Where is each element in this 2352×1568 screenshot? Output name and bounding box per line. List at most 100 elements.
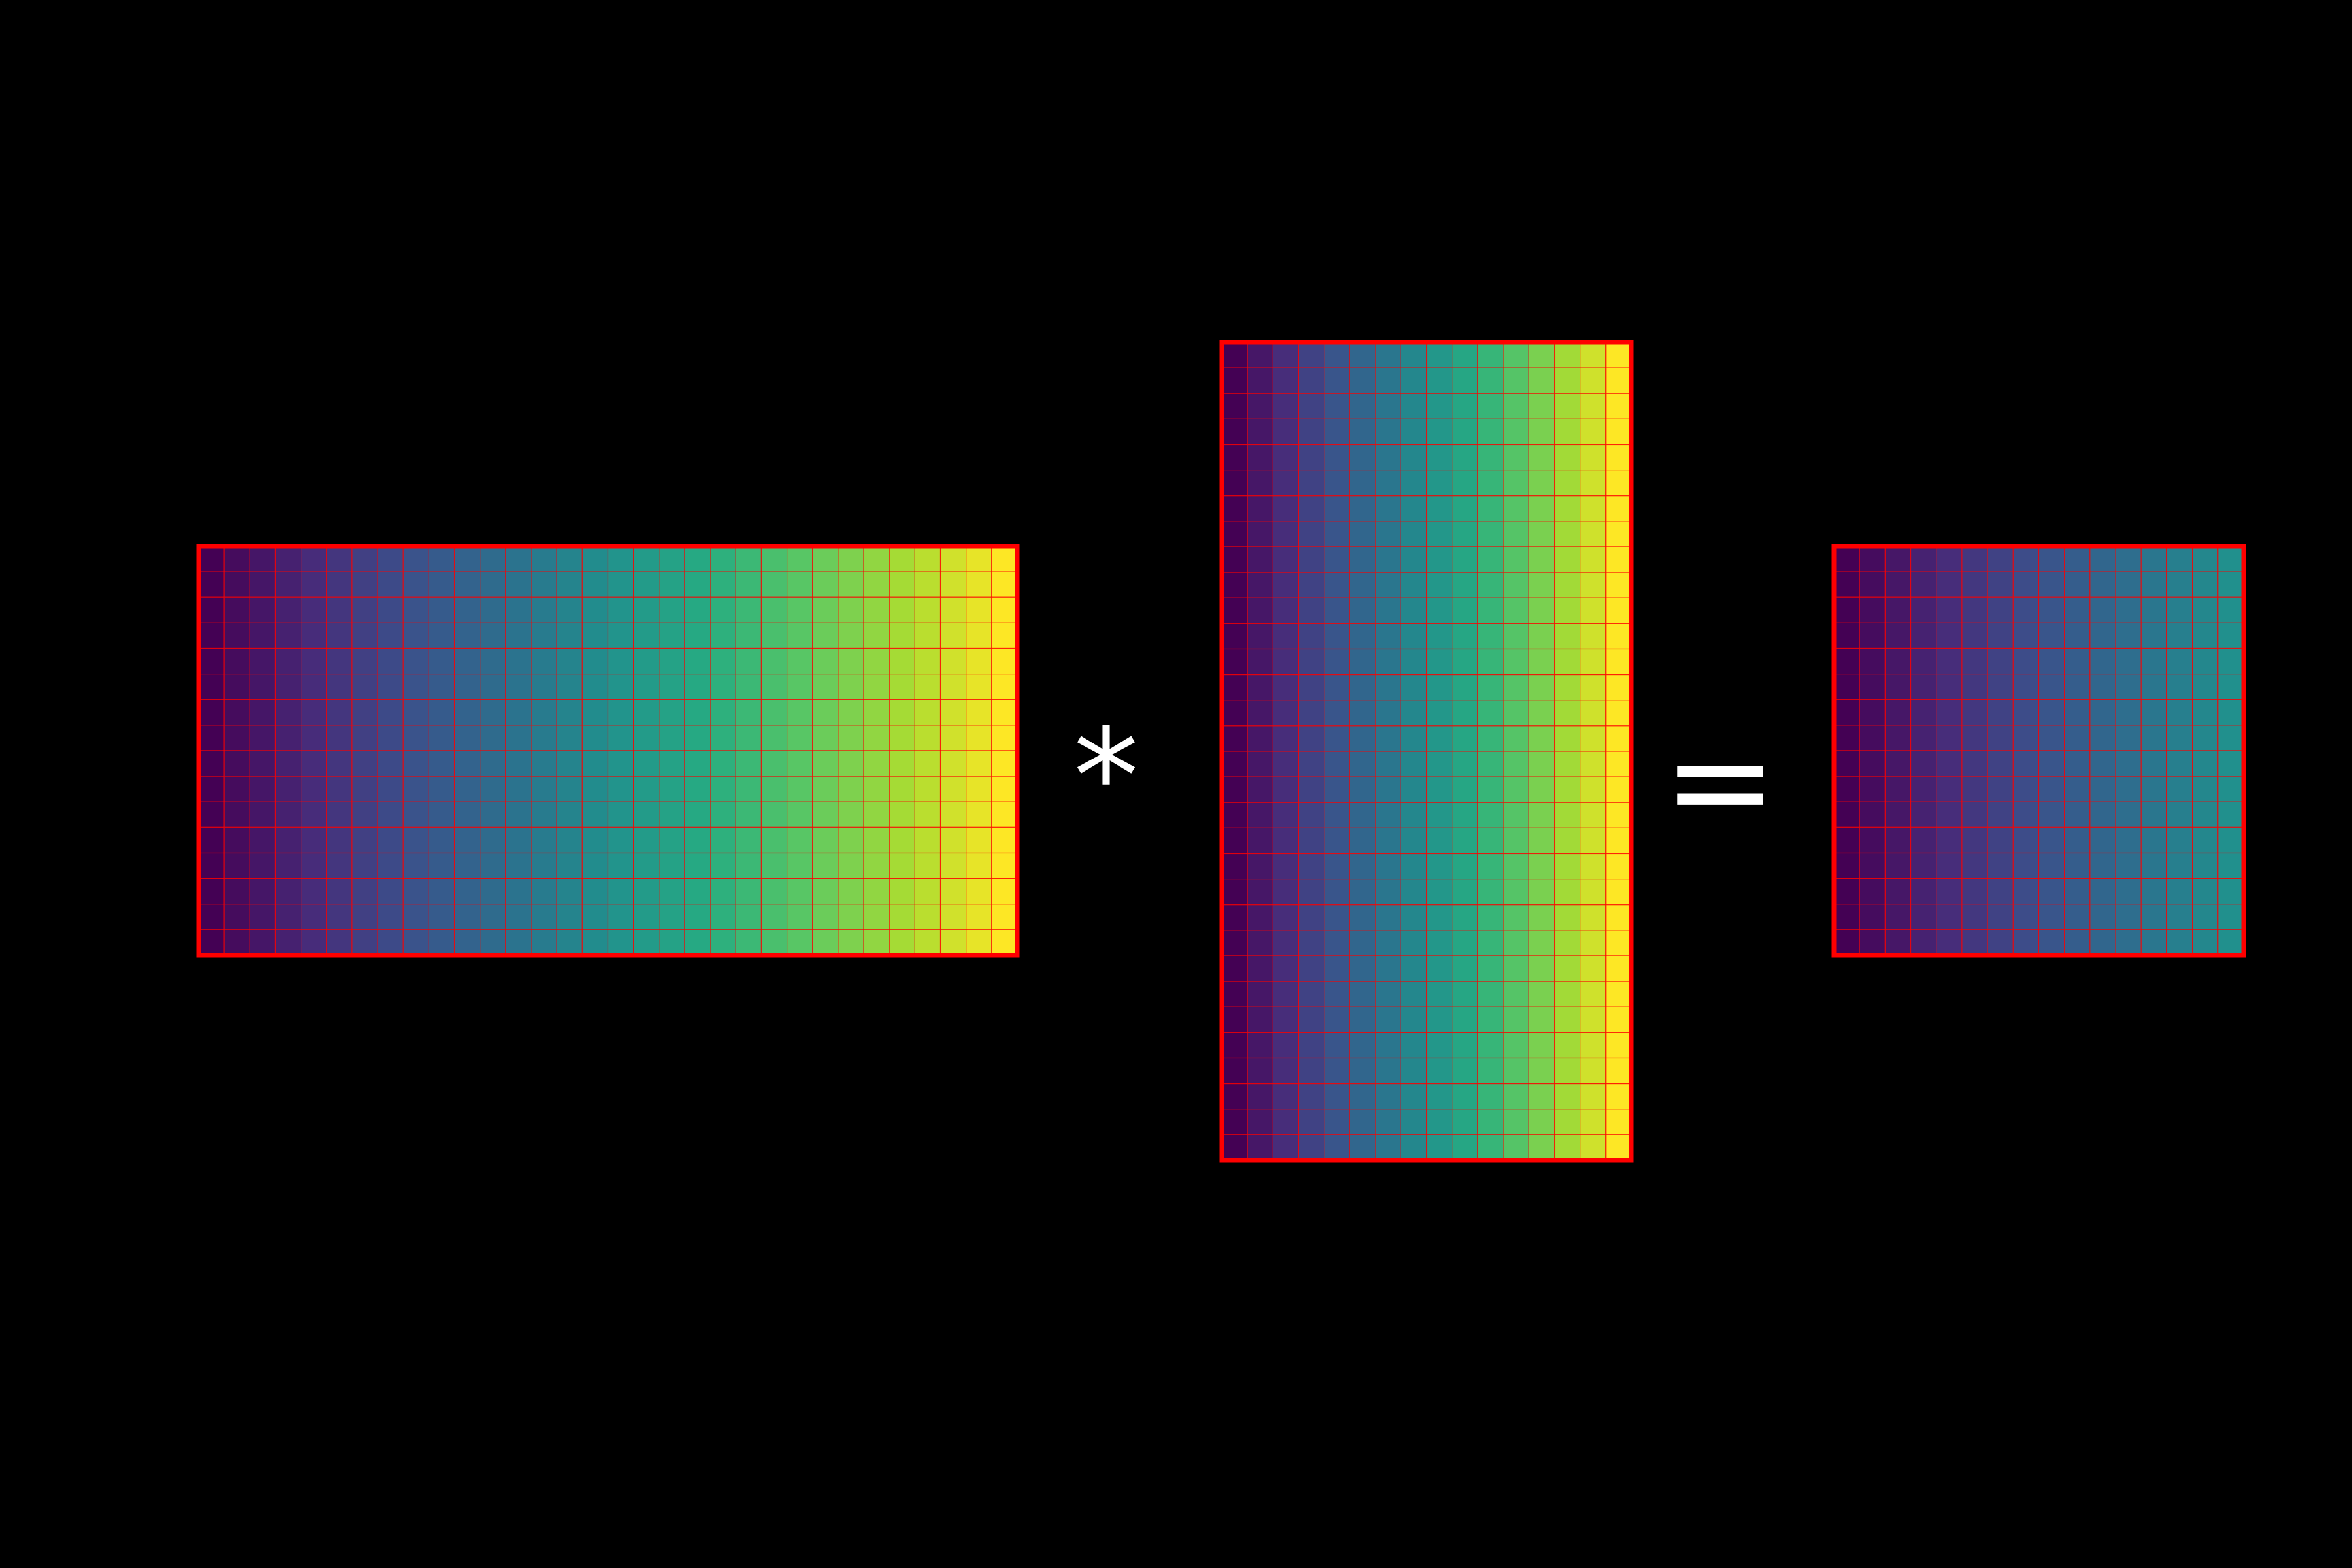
matrix-cell bbox=[301, 622, 327, 649]
matrix-cell bbox=[1375, 546, 1401, 573]
matrix-cell bbox=[1349, 521, 1376, 547]
matrix-cell bbox=[2166, 878, 2193, 905]
matrix-cell bbox=[1936, 852, 1963, 879]
matrix-cell bbox=[939, 674, 967, 700]
matrix-cell bbox=[1349, 418, 1376, 446]
matrix-cell bbox=[1349, 853, 1376, 880]
matrix-cell bbox=[735, 852, 762, 879]
matrix-cell bbox=[428, 546, 455, 572]
matrix-cell bbox=[2089, 699, 2116, 726]
matrix-cell bbox=[274, 725, 302, 751]
matrix-cell bbox=[1298, 955, 1325, 982]
matrix-cell bbox=[505, 826, 532, 854]
matrix-cell bbox=[1272, 648, 1299, 676]
matrix-cell bbox=[1324, 546, 1350, 573]
matrix-cell bbox=[812, 674, 839, 700]
matrix-cell bbox=[1426, 1083, 1453, 1110]
matrix-cell bbox=[428, 699, 455, 726]
matrix-cell bbox=[1528, 470, 1556, 497]
matrix-cell bbox=[914, 647, 941, 675]
matrix-cell bbox=[351, 622, 378, 649]
matrix-cell bbox=[2115, 725, 2142, 751]
matrix-cell bbox=[1324, 1006, 1350, 1033]
matrix-cell bbox=[1349, 1109, 1376, 1135]
matrix-cell bbox=[301, 674, 327, 700]
matrix-cell bbox=[1298, 444, 1325, 471]
matrix-cell bbox=[1605, 1134, 1632, 1161]
matrix-cell bbox=[1298, 342, 1325, 368]
matrix-cell bbox=[1554, 1134, 1581, 1161]
matrix-cell bbox=[453, 826, 481, 854]
matrix-cell bbox=[198, 674, 225, 700]
matrix-cell bbox=[1272, 725, 1299, 752]
matrix-cell bbox=[607, 622, 634, 649]
matrix-cell bbox=[2166, 852, 2193, 879]
matrix-cell bbox=[480, 750, 506, 777]
matrix-cell bbox=[1884, 750, 1912, 777]
matrix-cell bbox=[1961, 801, 1988, 828]
matrix-cell bbox=[326, 852, 353, 879]
matrix-cell bbox=[1528, 930, 1556, 956]
matrix-cell bbox=[1605, 546, 1632, 573]
matrix-cell bbox=[198, 776, 225, 802]
matrix-cell bbox=[1605, 521, 1632, 547]
matrix-cell bbox=[659, 776, 685, 802]
matrix-cell bbox=[991, 596, 1018, 623]
matrix-cell bbox=[2012, 801, 2040, 828]
matrix-cell bbox=[812, 699, 839, 726]
matrix-cell bbox=[1477, 495, 1504, 522]
matrix-cell bbox=[1580, 981, 1607, 1007]
matrix-cell bbox=[1554, 776, 1581, 803]
matrix-cell bbox=[1349, 1057, 1376, 1085]
matrix-cell bbox=[351, 674, 378, 700]
matrix-cell bbox=[581, 776, 609, 802]
matrix-cell bbox=[581, 826, 609, 854]
matrix-cell bbox=[377, 571, 404, 598]
matrix-cell bbox=[1452, 1083, 1478, 1110]
matrix-cell bbox=[301, 801, 327, 828]
matrix-cell bbox=[1298, 597, 1325, 624]
matrix-cell bbox=[2064, 571, 2091, 598]
matrix-cell bbox=[1936, 725, 1963, 751]
matrix-cell bbox=[1324, 1032, 1350, 1059]
matrix-cell bbox=[735, 776, 762, 802]
matrix-cell bbox=[1324, 904, 1350, 931]
matrix-cell bbox=[2192, 674, 2219, 700]
matrix-cell bbox=[1247, 623, 1273, 650]
matrix-cell bbox=[2038, 750, 2065, 777]
matrix-cell bbox=[1426, 597, 1453, 624]
matrix-cell bbox=[2064, 801, 2091, 828]
matrix-cell bbox=[1426, 802, 1453, 828]
matrix-cell bbox=[1400, 1134, 1428, 1161]
matrix-cell bbox=[684, 801, 711, 828]
matrix-cell bbox=[1221, 1083, 1248, 1110]
matrix-cell bbox=[760, 878, 788, 905]
matrix-cell bbox=[428, 929, 455, 956]
matrix-cell bbox=[2166, 826, 2193, 854]
matrix-cell bbox=[889, 699, 915, 726]
matrix-cell bbox=[1580, 342, 1607, 368]
matrix-cell bbox=[2140, 596, 2168, 623]
matrix-cell bbox=[1247, 1006, 1273, 1033]
matrix-cell bbox=[1554, 725, 1581, 752]
matrix-cell bbox=[1477, 470, 1504, 497]
matrix-cell bbox=[1503, 1032, 1529, 1059]
matrix-cell bbox=[1884, 725, 1912, 751]
matrix-cell bbox=[2166, 904, 2193, 930]
matrix-cell bbox=[786, 647, 813, 675]
matrix-cell bbox=[1580, 776, 1607, 803]
matrix-cell bbox=[428, 776, 455, 802]
matrix-cell bbox=[1554, 418, 1581, 446]
matrix-cell bbox=[2115, 546, 2142, 572]
matrix-cell bbox=[2089, 852, 2116, 879]
matrix-cell bbox=[1554, 827, 1581, 855]
matrix-cell bbox=[1221, 751, 1248, 777]
matrix-cell bbox=[1528, 802, 1556, 828]
matrix-cell bbox=[838, 852, 864, 879]
matrix-cell bbox=[1503, 623, 1529, 650]
matrix-cell bbox=[2166, 750, 2193, 777]
matrix-cell bbox=[607, 546, 634, 572]
matrix-cell bbox=[453, 699, 481, 726]
matrix-cell bbox=[1884, 674, 1912, 700]
matrix-cell bbox=[1221, 1057, 1248, 1085]
